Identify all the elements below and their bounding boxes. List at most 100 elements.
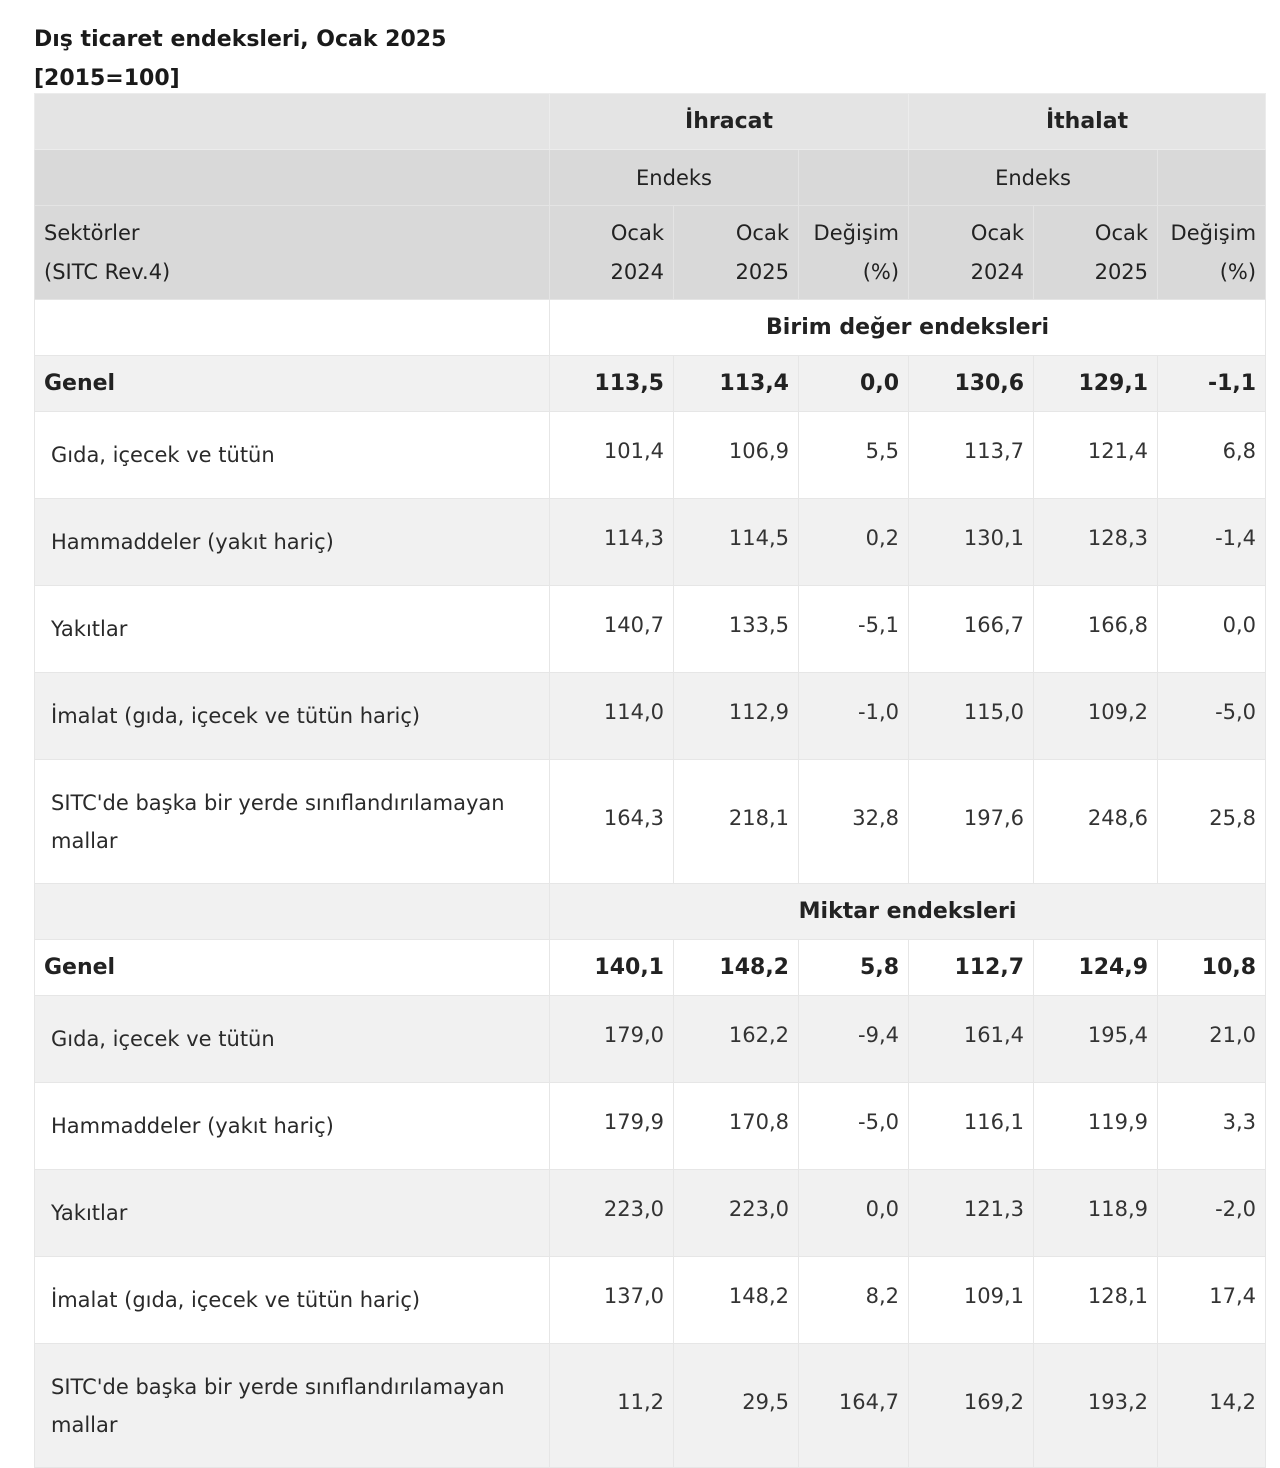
cell-value: 5,8 <box>797 939 910 996</box>
header-line1: Ocak <box>610 220 664 245</box>
header-line1: Ocak <box>1094 220 1149 245</box>
cell-value: 5,5 <box>797 411 910 499</box>
header-sectors: Sektörler (SITC Rev.4) <box>34 205 550 300</box>
cell-value: 113,7 <box>908 411 1035 499</box>
cell-value: 11,2 <box>549 1343 674 1468</box>
header-col-exports-2025: Ocak 2025 <box>673 205 799 300</box>
table-base-year: [2015=100] <box>34 66 180 91</box>
cell-value: 118,9 <box>1033 1169 1159 1257</box>
header-line1: Değişim <box>813 220 900 245</box>
cell-value: 0,0 <box>1157 585 1267 673</box>
header-sectors-line1: Sektörler <box>44 220 140 245</box>
cell-value: 128,1 <box>1033 1256 1159 1344</box>
cell-value: 101,4 <box>549 411 674 499</box>
row-label: SITC'de başka bir yerde sınıflandırılama… <box>34 1343 550 1468</box>
cell-value: 32,8 <box>797 759 910 884</box>
foreign-trade-index-table: İhracat İthalat Endeks Endeks Sektörler … <box>34 93 1267 1468</box>
table-row-total: Genel 140,1 148,2 5,8 112,7 124,9 10,8 <box>34 939 1267 996</box>
header-empty <box>1157 149 1267 206</box>
cell-value: 218,1 <box>673 759 799 884</box>
cell-value: 114,3 <box>549 498 674 586</box>
row-label: Genel <box>34 939 550 996</box>
section-empty <box>34 883 550 940</box>
row-label: SITC'de başka bir yerde sınıflandırılama… <box>34 759 550 884</box>
header-line1: Değişim <box>1170 220 1257 245</box>
cell-value: 130,6 <box>908 355 1035 412</box>
cell-value: -2,0 <box>1157 1169 1267 1257</box>
cell-value: 195,4 <box>1033 995 1159 1083</box>
cell-value: 3,3 <box>1157 1082 1267 1170</box>
cell-value: 6,8 <box>1157 411 1267 499</box>
cell-value: 113,4 <box>673 355 799 412</box>
cell-value: 112,9 <box>673 672 799 760</box>
cell-value: 113,5 <box>549 355 674 412</box>
cell-value: 179,9 <box>549 1082 674 1170</box>
row-label: Genel <box>34 355 550 412</box>
cell-value: 109,1 <box>908 1256 1035 1344</box>
row-label: İmalat (gıda, içecek ve tütün hariç) <box>34 1256 550 1344</box>
cell-value: 161,4 <box>908 995 1035 1083</box>
cell-value: 169,2 <box>908 1343 1035 1468</box>
cell-value: 166,8 <box>1033 585 1159 673</box>
cell-value: 179,0 <box>549 995 674 1083</box>
cell-value: 112,7 <box>908 939 1035 996</box>
cell-value: 21,0 <box>1157 995 1267 1083</box>
cell-value: -1,4 <box>1157 498 1267 586</box>
cell-value: -5,0 <box>1157 672 1267 760</box>
cell-value: -5,0 <box>797 1082 910 1170</box>
cell-value: 0,2 <box>797 498 910 586</box>
header-line1: Ocak <box>970 220 1025 245</box>
header-line2: (%) <box>862 259 900 284</box>
cell-value: 140,1 <box>549 939 674 996</box>
header-row-groups: İhracat İthalat <box>34 93 1267 150</box>
table-row: Gıda, içecek ve tütün 179,0 162,2 -9,4 1… <box>34 995 1267 1083</box>
table-row: Hammaddeler (yakıt hariç) 114,3 114,5 0,… <box>34 498 1267 586</box>
cell-value: 162,2 <box>673 995 799 1083</box>
header-subgroup-imports-index: Endeks <box>908 149 1159 206</box>
cell-value: 197,6 <box>908 759 1035 884</box>
header-empty <box>34 93 550 150</box>
header-line1: Ocak <box>735 220 789 245</box>
cell-value: 148,2 <box>673 1256 799 1344</box>
section-title: Birim değer endeksleri <box>548 299 1267 356</box>
header-group-exports: İhracat <box>548 93 910 150</box>
cell-value: 121,4 <box>1033 411 1159 499</box>
header-row-columns: Sektörler (SITC Rev.4) Ocak 2024 Ocak 2025… <box>34 205 1267 300</box>
header-line2: 2024 <box>610 259 664 284</box>
table-caption: Dış ticaret endeksleri, Ocak 2025 [2015=… <box>34 20 446 98</box>
table-row-total: Genel 113,5 113,4 0,0 130,6 129,1 -1,1 <box>34 355 1267 412</box>
cell-value: -1,0 <box>797 672 910 760</box>
header-empty <box>34 149 550 206</box>
row-label: Hammaddeler (yakıt hariç) <box>34 1082 550 1170</box>
cell-value: 17,4 <box>1157 1256 1267 1344</box>
cell-value: 166,7 <box>908 585 1035 673</box>
section-empty <box>34 299 550 356</box>
header-col-exports-2024: Ocak 2024 <box>549 205 674 300</box>
cell-value: 130,1 <box>908 498 1035 586</box>
cell-value: 114,5 <box>673 498 799 586</box>
row-label: Hammaddeler (yakıt hariç) <box>34 498 550 586</box>
header-col-exports-change: Değişim (%) <box>797 205 910 300</box>
table-row: SITC'de başka bir yerde sınıflandırılama… <box>34 759 1267 884</box>
row-label: Yakıtlar <box>34 585 550 673</box>
row-label: İmalat (gıda, içecek ve tütün hariç) <box>34 672 550 760</box>
section-title: Miktar endeksleri <box>548 883 1267 940</box>
cell-value: 119,9 <box>1033 1082 1159 1170</box>
cell-value: 193,2 <box>1033 1343 1159 1468</box>
cell-value: 29,5 <box>673 1343 799 1468</box>
cell-value: 223,0 <box>673 1169 799 1257</box>
header-subgroup-exports-index: Endeks <box>549 149 799 206</box>
section-header-quantity: Miktar endeksleri <box>34 883 1267 940</box>
cell-value: 170,8 <box>673 1082 799 1170</box>
table-row: Hammaddeler (yakıt hariç) 179,9 170,8 -5… <box>34 1082 1267 1170</box>
cell-value: -9,4 <box>797 995 910 1083</box>
table-row: Yakıtlar 140,7 133,5 -5,1 166,7 166,8 0,… <box>34 585 1267 673</box>
cell-value: 164,3 <box>549 759 674 884</box>
cell-value: 114,0 <box>549 672 674 760</box>
cell-value: -5,1 <box>797 585 910 673</box>
cell-value: 0,0 <box>797 1169 910 1257</box>
cell-value: 106,9 <box>673 411 799 499</box>
cell-value: 121,3 <box>908 1169 1035 1257</box>
header-col-imports-2025: Ocak 2025 <box>1033 205 1159 300</box>
cell-value: 115,0 <box>908 672 1035 760</box>
